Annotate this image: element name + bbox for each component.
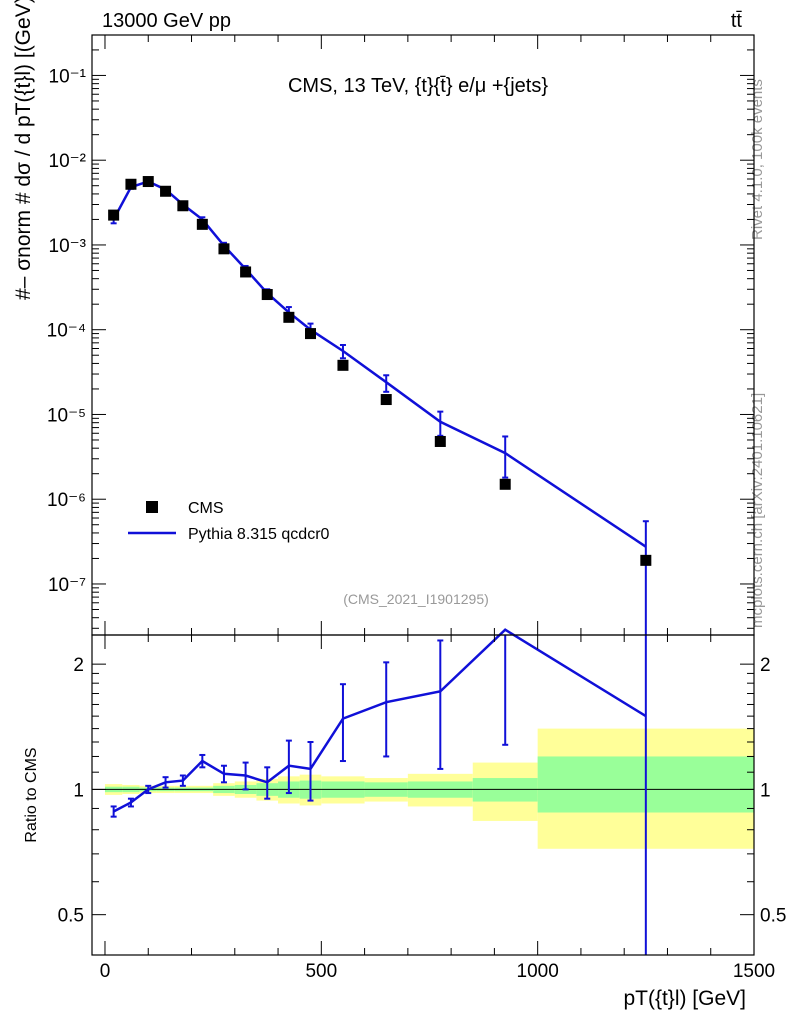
data-point: [434, 435, 446, 447]
analysis-reference: (CMS_2021_I1901295): [343, 591, 489, 607]
mc-line: [112, 180, 647, 548]
process-label: tt̄: [731, 10, 743, 32]
main-ytick-label: 10⁻¹: [49, 66, 87, 87]
ratio-ytick-label-right: 0.5: [760, 906, 786, 927]
data-point: [108, 209, 120, 221]
data-point: [283, 311, 295, 323]
data-point: [196, 218, 208, 230]
main-ytick-label: 10⁻⁷: [48, 575, 86, 596]
data-point: [305, 328, 317, 340]
ratio-ytick-label: 0.5: [58, 906, 84, 927]
ratio-xtick-label: 500: [305, 961, 337, 982]
data-point: [261, 289, 273, 301]
data-point: [142, 176, 154, 188]
data-point: [337, 359, 349, 371]
data-point: [160, 185, 172, 197]
beam-label: 13000 GeV pp: [102, 10, 231, 32]
data-point: [640, 554, 652, 566]
main-ytick-label: 10⁻³: [49, 236, 87, 257]
main-ytick-label: 10⁻⁵: [47, 405, 86, 426]
main-ytick-label: 10⁻⁶: [47, 490, 86, 511]
data-point: [218, 243, 230, 255]
ratio-frame: [91, 634, 755, 956]
data-point: [240, 266, 252, 278]
data-point: [380, 394, 392, 406]
ratio-ytick-label: 1: [73, 780, 84, 801]
ratio-ytick-label: 2: [73, 655, 84, 676]
ratio-ytick-label-right: 2: [760, 655, 771, 676]
legend: CMS Pythia 8.315 qcdcr0: [128, 500, 330, 543]
ratio-ytick-label-right: 1: [760, 780, 771, 801]
main-ytick-label: 10⁻²: [49, 151, 87, 172]
ratio-panel: 0.5 0.5 1 1 2 2 0 500 1000 1500 Ratio to CMS pT({…: [23, 628, 786, 1010]
main-panel: 10⁻¹ 10⁻² 10⁻³ 10⁻⁴ 10⁻⁵ 10⁻⁶ 10⁻⁷ CMS, 13 TeV…: [12, 0, 755, 636]
ratio-xtick-label: 1500: [733, 961, 775, 982]
ratio-xlabel: pT({t}l) [GeV]: [623, 987, 746, 1010]
ratio-mc-line: [113, 628, 647, 813]
data-point: [125, 178, 137, 190]
legend-data-marker: [146, 501, 158, 513]
legend-mc-label: Pythia 8.315 qcdcr0: [188, 526, 330, 543]
main-frame: [91, 34, 755, 636]
mcplots-label: mcplots.cern.ch [arXiv:2401.10621]: [749, 393, 766, 628]
ratio-xtick-label: 0: [100, 961, 111, 982]
ratio-xtick-label: 1000: [517, 961, 559, 982]
data-point: [499, 478, 511, 490]
ratio-ylabel: Ratio to CMS: [23, 747, 40, 842]
data-point: [177, 200, 189, 212]
main-ytick-label: 10⁻⁴: [47, 321, 86, 342]
plot-title: CMS, 13 TeV, {t}{t̄} e/μ +{jets}: [288, 75, 548, 97]
main-ylabel: #– σnorm # dσ / d pT({t}l) [(GeV)-1]: [12, 0, 35, 300]
rivet-version-label: Rivet 4.1.0, 100k events: [749, 79, 766, 240]
legend-data-label: CMS: [188, 500, 224, 517]
